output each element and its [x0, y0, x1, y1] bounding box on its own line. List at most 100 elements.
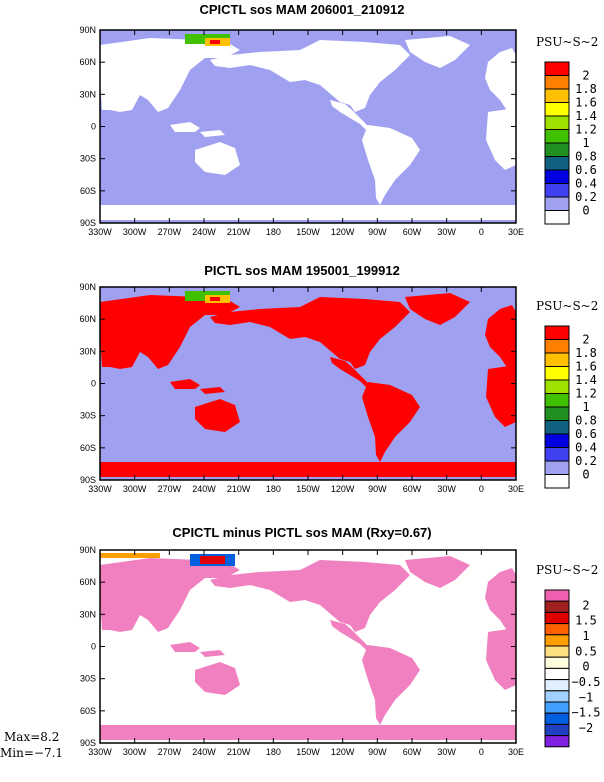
x-tick-label: 30W	[437, 484, 456, 494]
x-tick-label: 30W	[437, 747, 456, 757]
colorbar-label: 1.5	[575, 614, 597, 628]
colorbar-box	[544, 433, 570, 448]
x-tick-label: 210W	[227, 484, 251, 494]
x-tick-label: 60W	[403, 484, 422, 494]
x-tick-label: 240W	[192, 227, 216, 237]
colorbar-label: −2	[579, 721, 593, 735]
x-tick-label: 30E	[508, 227, 524, 237]
colorbar-box	[544, 366, 570, 381]
y-tick-label: 90S	[80, 475, 96, 485]
x-tick-label: 90W	[368, 227, 387, 237]
colorbar-label: 0.2	[575, 454, 597, 468]
colorbar-box	[544, 352, 570, 367]
colorbar-label: 2	[582, 333, 589, 347]
colorbar-box	[544, 156, 570, 171]
colorbar-box	[544, 210, 570, 225]
x-tick-label: 90W	[368, 747, 387, 757]
x-tick-label: 270W	[158, 484, 182, 494]
y-tick-label: 60S	[80, 186, 96, 196]
x-tick-label: 330W	[88, 484, 112, 494]
map-panel-pictl: PICTL sos MAM 195001_199912 330W 300W 270W 2…	[79, 263, 598, 494]
colorbar-label: 1.8	[575, 82, 597, 96]
colorbar-box	[544, 183, 570, 198]
x-tick-label: 300W	[123, 484, 147, 494]
colorbar-label: −1	[579, 690, 593, 704]
colorbar-box	[544, 723, 570, 737]
colorbar-label: 2	[582, 598, 589, 612]
y-tick-label: 60N	[79, 577, 96, 587]
colorbar-box	[544, 447, 570, 462]
colorbar-box	[544, 679, 570, 692]
colorbar-label: 0.5	[575, 644, 597, 658]
x-tick-label: 240W	[192, 484, 216, 494]
colorbar-label: 2	[582, 69, 589, 83]
arctic-anomaly	[100, 553, 160, 558]
colorbar-box	[544, 690, 570, 703]
colorbar-label: 0.4	[575, 177, 597, 191]
map-area	[100, 550, 516, 743]
y-tick-label: 30N	[79, 89, 96, 99]
colorbar-box	[544, 88, 570, 103]
colorbar-box	[544, 460, 570, 475]
colorbar-box	[544, 712, 570, 725]
y-tick-label: 0	[91, 122, 96, 132]
x-tick-label: 300W	[123, 227, 147, 237]
x-tick-label: 0	[479, 227, 484, 237]
y-tick-label: 90N	[79, 25, 96, 35]
x-tick-label: 120W	[331, 747, 355, 757]
x-tick-label: 120W	[331, 227, 355, 237]
y-tick-label: 30S	[80, 411, 96, 421]
colorbar-unit: PSU~S~2	[536, 299, 598, 313]
y-tick-label: 0	[91, 379, 96, 389]
panel-title: PICTL sos MAM 195001_199912	[204, 263, 400, 278]
colorbar-label: 0.6	[575, 163, 597, 177]
colorbar-label: −1.5	[572, 706, 601, 720]
x-tick-label: 30W	[437, 227, 456, 237]
colorbar-label: 1	[582, 629, 589, 643]
colorbar-box	[544, 623, 570, 636]
x-tick-label: 120W	[331, 484, 355, 494]
colorbar-box	[544, 325, 570, 340]
colorbar-label: 0.8	[575, 150, 597, 164]
colorbar-box	[544, 589, 570, 602]
x-tick-label: 210W	[227, 747, 251, 757]
x-tick-label: 180	[266, 227, 281, 237]
map-area	[100, 287, 516, 480]
colorbar-label: 1.4	[575, 109, 597, 123]
colorbar-box	[544, 645, 570, 658]
colorbar-box	[544, 656, 570, 669]
x-tick-label: 270W	[158, 747, 182, 757]
x-tick-label: 300W	[123, 747, 147, 757]
colorbar-label: 1.6	[575, 360, 597, 374]
x-tick-label: 30E	[508, 747, 524, 757]
x-tick-label: 90W	[368, 484, 387, 494]
colorbar-box	[544, 169, 570, 184]
colorbar-box	[544, 406, 570, 421]
colorbar-box	[544, 701, 570, 714]
x-tick-label: 210W	[227, 227, 251, 237]
x-tick-label: 60W	[403, 747, 422, 757]
colorbar-box	[544, 115, 570, 130]
colorbar-label: 0.6	[575, 427, 597, 441]
colorbar-box	[544, 634, 570, 647]
y-tick-label: 30S	[80, 154, 96, 164]
x-tick-label: 0	[479, 484, 484, 494]
colorbar-box	[544, 667, 570, 681]
y-tick-label: 60N	[79, 314, 96, 324]
y-tick-label: 90N	[79, 282, 96, 292]
colorbar-label: 1.2	[575, 123, 597, 137]
colorbar-box	[544, 735, 570, 748]
map-panel-diff: CPICTL minus PICTL sos MAM (Rxy=0.67) 330…	[79, 525, 600, 757]
colorbar-box	[544, 339, 570, 354]
x-tick-label: 30E	[508, 484, 524, 494]
y-tick-label: 30N	[79, 346, 96, 356]
y-tick-label: 60S	[80, 706, 96, 716]
colorbar-label: 0.2	[575, 190, 597, 204]
y-tick-label: 30N	[79, 609, 96, 619]
colorbar-label: 1.4	[575, 373, 597, 387]
arctic-anomaly	[210, 297, 220, 301]
colorbar-label: 1.6	[575, 96, 597, 110]
colorbar-box	[544, 379, 570, 394]
colorbar-box	[544, 474, 570, 489]
